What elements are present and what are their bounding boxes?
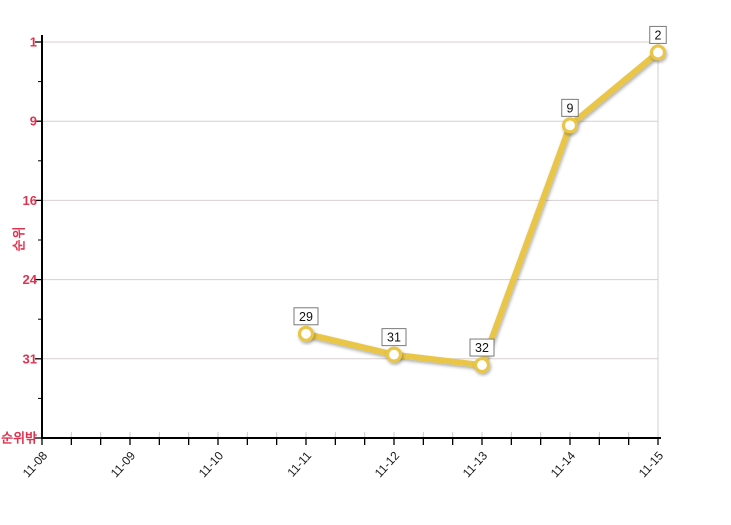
data-point-label: 2 (655, 28, 662, 42)
data-point-label: 29 (299, 310, 313, 324)
y-axis-tick-label: 9 (30, 114, 37, 129)
x-axis-tick-label: 11-12 (372, 448, 403, 480)
data-point-marker (561, 117, 579, 134)
y-axis-tick-label: 16 (23, 193, 37, 208)
y-axis-tick-label: 1 (30, 35, 37, 50)
x-axis-tick-label: 11-08 (20, 448, 51, 480)
data-point-marker (473, 356, 491, 374)
y-axis-tick-label: 31 (23, 351, 37, 366)
y-axis-tick-label: 순위밖 (1, 431, 37, 446)
x-axis-tick-label: 11-15 (636, 448, 667, 480)
data-point-label: 9 (567, 101, 574, 115)
data-point-marker (649, 44, 667, 61)
series-line (303, 49, 661, 369)
data-point-marker (385, 346, 403, 363)
data-point-label-box (469, 338, 495, 357)
x-axis-tick-label: 11-14 (548, 448, 579, 480)
data-point-label: 31 (387, 331, 401, 345)
data-point-label-box (381, 328, 407, 347)
data-point-label-box (649, 25, 667, 44)
data-point-label: 32 (475, 341, 489, 355)
x-axis-tick-label: 11-13 (460, 448, 491, 480)
y-axis-tick-label: 24 (23, 272, 38, 287)
x-axis-tick-label: 11-10 (196, 448, 227, 480)
data-point-marker (297, 325, 315, 342)
data-point-label-box (293, 307, 319, 326)
x-axis-tick-label: 11-09 (108, 448, 139, 480)
data-point-label-box (561, 98, 579, 117)
x-axis-tick-label: 11-11 (284, 448, 314, 479)
y-axis-title: 순위 (11, 225, 27, 252)
